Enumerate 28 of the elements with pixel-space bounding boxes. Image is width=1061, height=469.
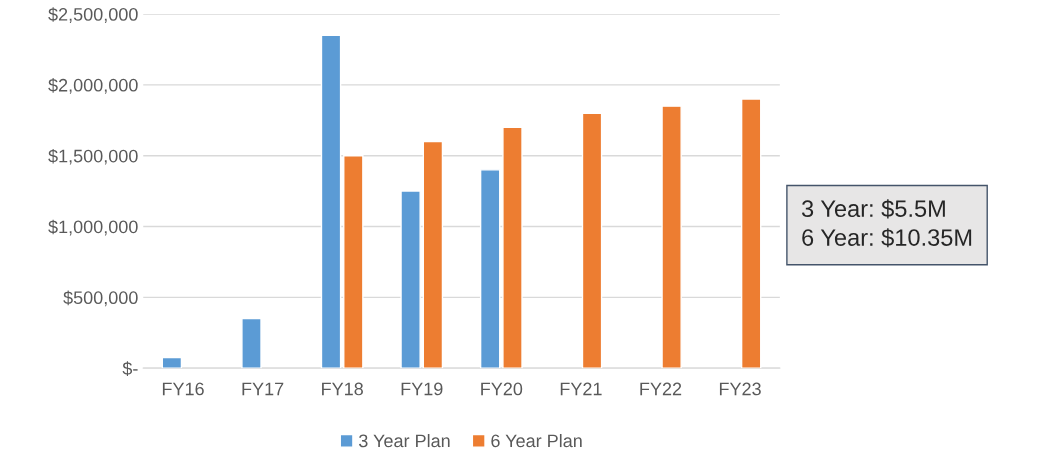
y-tick-label: $2,000,000 <box>48 78 138 94</box>
legend-label: 3 Year Plan <box>359 433 450 448</box>
bar <box>422 140 444 369</box>
text: 3 Year: $5.5M 6 Year: $10.35M <box>801 199 972 248</box>
y-tick-label: $2,500,000 <box>48 7 138 23</box>
x-tick-label: FY16 <box>162 382 204 396</box>
bar <box>161 356 183 369</box>
y-tick-label: $1,000,000 <box>48 219 138 236</box>
bar <box>241 317 262 369</box>
bar <box>740 98 762 369</box>
y-tick-label: $- <box>122 361 138 376</box>
bar <box>581 112 603 369</box>
y-tick-label: $1,500,000 <box>48 148 138 165</box>
x-tick-label: FY17 <box>242 382 284 396</box>
bar <box>479 169 501 369</box>
x-tick-label: FY20 <box>481 382 523 396</box>
y-tick-label: $500,000 <box>63 290 138 307</box>
x-tick-label: FY23 <box>719 382 761 396</box>
x-tick-label: FY22 <box>640 382 682 396</box>
bar <box>320 34 342 369</box>
bar <box>400 190 421 369</box>
bar <box>502 126 523 369</box>
bar <box>343 155 364 369</box>
legend-label: 6 Year Plan <box>491 433 582 448</box>
bar <box>661 105 682 369</box>
x-tick-label: FY18 <box>322 382 363 396</box>
x-tick-label: FY21 <box>560 382 602 396</box>
x-tick-label: FY19 <box>401 382 443 396</box>
